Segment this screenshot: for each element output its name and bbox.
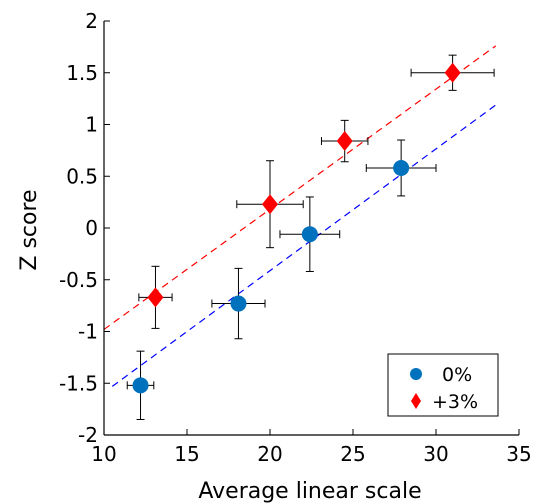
y-tick-label: -1.5 xyxy=(59,371,98,395)
y-tick-label: -1 xyxy=(78,320,98,344)
axes: 10 15 20 25 30 35 -2 -1.5 -1 -0.5 0 0.5 1 1.5 2 xyxy=(59,9,532,466)
y-tick-label: 0 xyxy=(85,216,98,240)
x-tick-label: 35 xyxy=(506,442,531,466)
data-point-series-0 xyxy=(230,295,247,312)
legend-marker-plus3pct xyxy=(411,393,421,409)
y-tick-label: -2 xyxy=(78,423,98,447)
x-tick-label: 15 xyxy=(174,442,199,466)
y-tick-label: 1.5 xyxy=(66,61,98,85)
legend-box xyxy=(387,353,499,417)
y-tick-label: 2 xyxy=(85,9,98,33)
y-tick-label: -0.5 xyxy=(59,268,98,292)
x-tick-label: 10 xyxy=(91,442,116,466)
x-tick-label: 20 xyxy=(257,442,282,466)
fit-lines xyxy=(103,45,498,387)
legend-marker-0pct xyxy=(410,368,422,380)
data-point-series-0 xyxy=(132,377,149,394)
x-tick-label: 30 xyxy=(423,442,448,466)
y-tick-label: 1 xyxy=(85,113,98,137)
x-tick-label: 25 xyxy=(340,442,365,466)
legend-label-0pct: 0% xyxy=(442,364,472,386)
data-point-series-1 xyxy=(336,131,353,152)
fit-line-series-1 xyxy=(103,45,497,330)
fit-line-series-0 xyxy=(111,103,498,387)
y-tick-label: 0.5 xyxy=(66,164,98,188)
legend-label-plus3pct: +3% xyxy=(432,391,478,413)
legend: 0% +3% xyxy=(387,353,499,417)
data-markers xyxy=(132,62,461,394)
data-point-series-0 xyxy=(301,226,318,243)
data-point-series-1 xyxy=(147,287,164,308)
x-axis-label: Average linear scale xyxy=(198,479,421,504)
y-axis-label: Z score xyxy=(17,189,42,270)
data-point-series-1 xyxy=(444,62,461,83)
data-point-series-0 xyxy=(393,159,410,176)
data-point-series-1 xyxy=(262,194,278,215)
